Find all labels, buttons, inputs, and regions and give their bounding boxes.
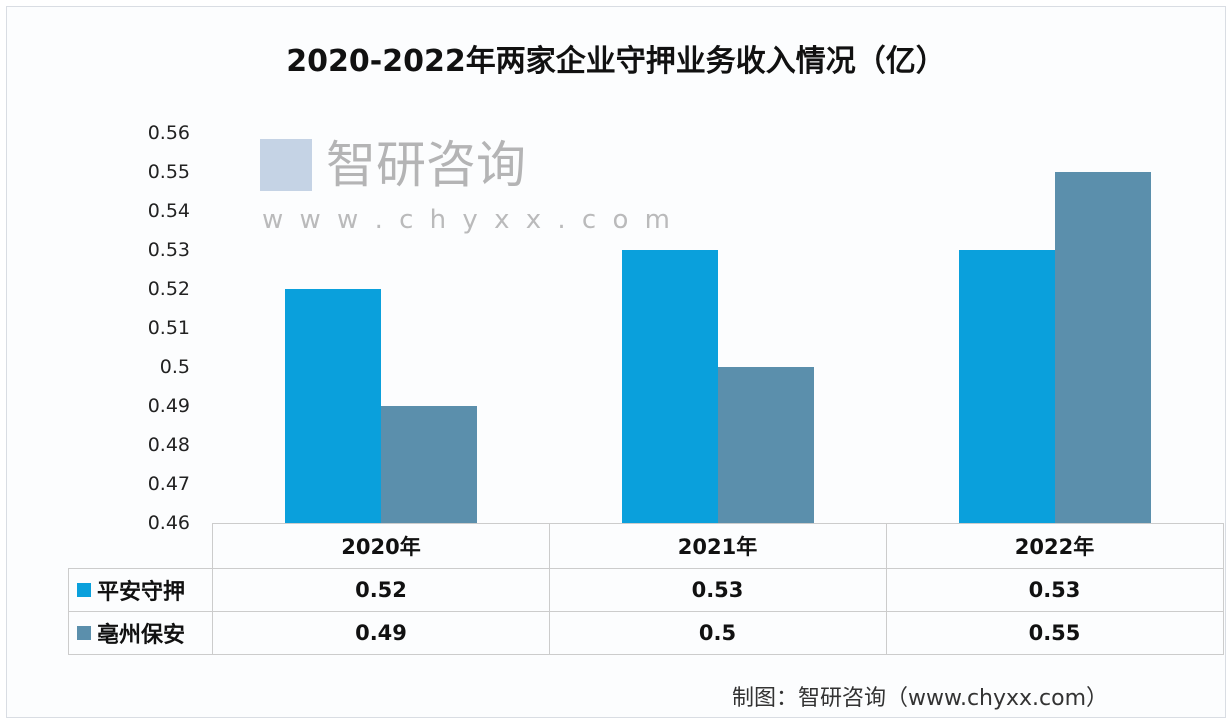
y-tick-label: 0.47 — [147, 473, 190, 495]
y-tick-label: 0.5 — [159, 356, 190, 378]
data-label: 0.49 — [212, 611, 550, 655]
data-label: 0.53 — [549, 568, 887, 612]
watermark-url: w w w . c h y x x . c o m — [262, 205, 674, 235]
x-tick-label: 2021年 — [549, 523, 887, 569]
bar-series1 — [285, 289, 381, 523]
watermark: 智研咨询 — [260, 136, 526, 194]
y-tick-label: 0.56 — [147, 122, 190, 144]
legend-swatch-icon — [77, 625, 91, 640]
y-tick-label: 0.49 — [147, 395, 190, 417]
data-label: 0.55 — [886, 611, 1224, 655]
bar-series1 — [959, 250, 1055, 523]
x-tick-label: 2020年 — [212, 523, 550, 569]
y-tick-label: 0.52 — [147, 278, 190, 300]
bar-series2 — [381, 406, 477, 523]
legend-item: 平安守押 — [68, 568, 213, 612]
y-tick-label: 0.55 — [147, 161, 190, 183]
legend-label: 平安守押 — [97, 580, 186, 605]
y-tick-label: 0.51 — [147, 317, 190, 339]
legend-item: 亳州保安 — [68, 611, 213, 655]
chart-title: 2020-2022年两家企业守押业务收入情况（亿） — [286, 44, 946, 79]
source-note: 制图：智研咨询（www.chyxx.com） — [732, 686, 1109, 711]
y-tick-label: 0.54 — [147, 200, 190, 222]
y-tick-label: 0.53 — [147, 239, 190, 261]
legend-label: 亳州保安 — [97, 622, 186, 648]
x-tick-label: 2022年 — [886, 523, 1224, 569]
legend-swatch-icon — [77, 583, 91, 597]
data-label: 0.5 — [549, 611, 887, 655]
watermark-logo-icon — [260, 139, 312, 191]
bar-series1 — [622, 250, 718, 523]
data-label: 0.53 — [886, 568, 1224, 612]
y-tick-label: 0.46 — [147, 512, 190, 534]
data-label: 0.52 — [212, 568, 550, 612]
bar-series2 — [1055, 172, 1151, 523]
y-tick-label: 0.48 — [147, 434, 190, 456]
bar-series2 — [718, 367, 814, 523]
watermark-name: 智研咨询 — [326, 136, 526, 194]
